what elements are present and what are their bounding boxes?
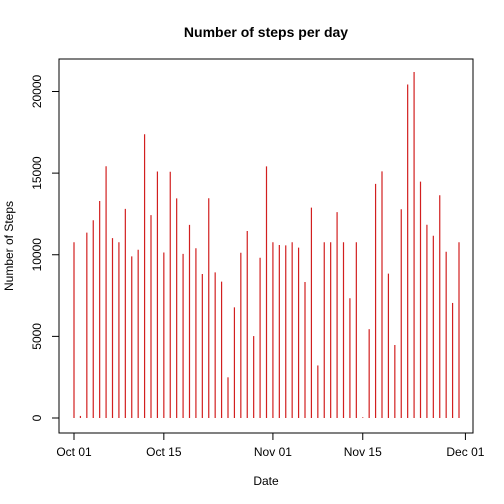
x-tick-label: Nov 01: [254, 445, 292, 459]
y-tick-label: 0: [30, 414, 44, 421]
y-tick-label: 10000: [30, 238, 44, 272]
y-tick-label: 20000: [30, 74, 44, 108]
y-axis-label: Number of Steps: [2, 201, 16, 291]
x-axis: Oct 01 Oct 15 Nov 01 Nov 15 Dec 01: [56, 432, 485, 459]
chart-title: Number of steps per day: [184, 24, 348, 40]
x-tick-label: Oct 15: [146, 445, 182, 459]
y-tick-label: 5000: [30, 323, 44, 350]
x-axis-label: Date: [253, 474, 279, 488]
y-tick-label: 15000: [30, 156, 44, 190]
x-tick-label: Nov 15: [344, 445, 382, 459]
x-tick-label: Dec 01: [446, 445, 484, 459]
y-axis: 0 5000 10000 15000 20000: [30, 74, 60, 421]
bars: [73, 72, 460, 418]
x-tick-label: Oct 01: [56, 445, 92, 459]
